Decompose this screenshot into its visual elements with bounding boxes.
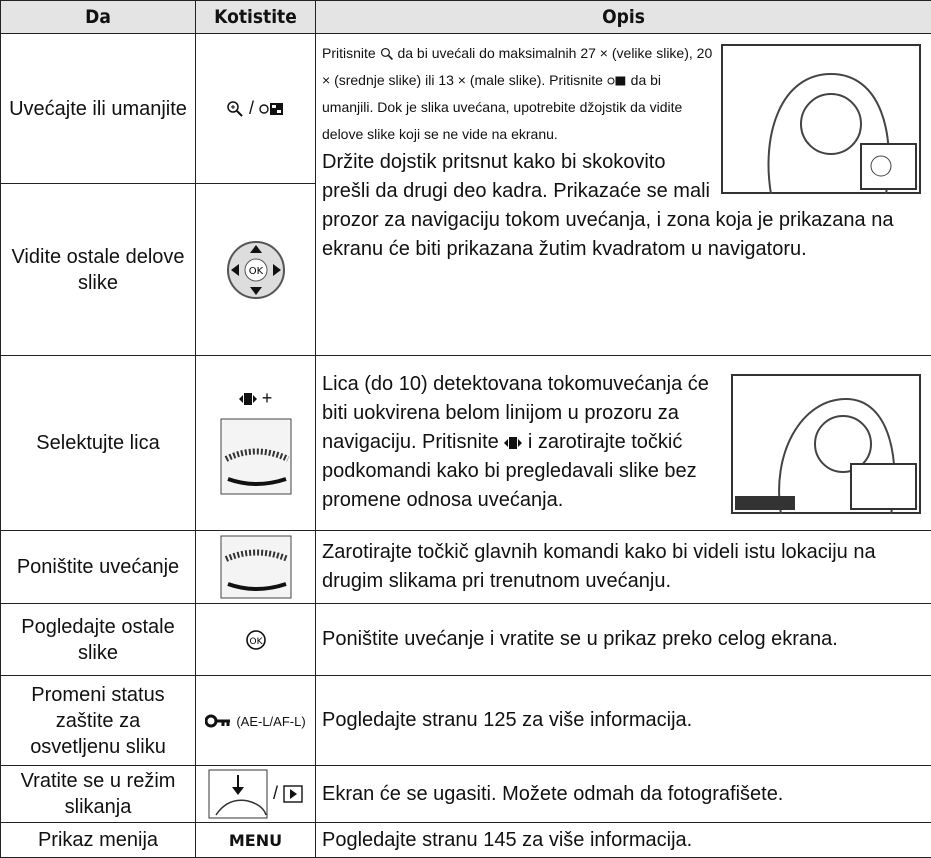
action: Pogledajte ostale slike — [1, 604, 196, 676]
key: + — [196, 356, 316, 531]
key-text: + — [262, 388, 273, 408]
key-text: / — [249, 98, 254, 118]
key: / — [196, 766, 316, 823]
description: Zarotirajte točkič glavnih komandi kako … — [316, 531, 931, 604]
svg-text:OK: OK — [249, 637, 263, 647]
description: Pogledajte stranu 125 za više informacij… — [316, 676, 931, 766]
header-cell: Opis — [316, 1, 931, 34]
description: Pogledajte stranu 145 za više informacij… — [316, 823, 931, 858]
key: OK — [196, 604, 316, 676]
key-text: MENU — [196, 823, 316, 858]
action: Poništite uvećanje — [1, 531, 196, 604]
description: Ekran će se ugasiti. Možete odmah da fot… — [316, 766, 931, 823]
description: Pritisnite da bi uvećali do maksimalnih … — [316, 34, 931, 356]
action: Prikaz menija — [1, 823, 196, 858]
action: Promeni status zaštite za osvetljenu sli… — [1, 676, 196, 766]
header-cell: Kotistite — [196, 1, 316, 34]
header-cell: Da — [1, 1, 196, 34]
key: (AE-L/AF-L) — [196, 676, 316, 766]
svg-text:OK: OK — [248, 266, 263, 277]
action: Selektujte lica — [1, 356, 196, 531]
key-text: / — [273, 783, 278, 803]
screen-image — [721, 44, 921, 194]
action: Vidite ostale delove slike — [1, 184, 196, 356]
header-row: Da Kotistite Opis — [1, 1, 931, 34]
action: Uvećajte ili umanjite — [1, 34, 196, 184]
key: / — [196, 34, 316, 184]
description: Poništite uvećanje i vratite se u prikaz… — [316, 604, 931, 676]
desc-text: Pritisnite — [322, 45, 376, 61]
key-text: (AE-L/AF-L) — [236, 714, 305, 729]
key — [196, 531, 316, 604]
screen-image — [731, 374, 921, 514]
key: OK — [196, 184, 316, 356]
description: Lica (do 10) detektovana tokomuvećanja ć… — [316, 356, 931, 531]
action: Vratite se u režim slikanja — [1, 766, 196, 823]
